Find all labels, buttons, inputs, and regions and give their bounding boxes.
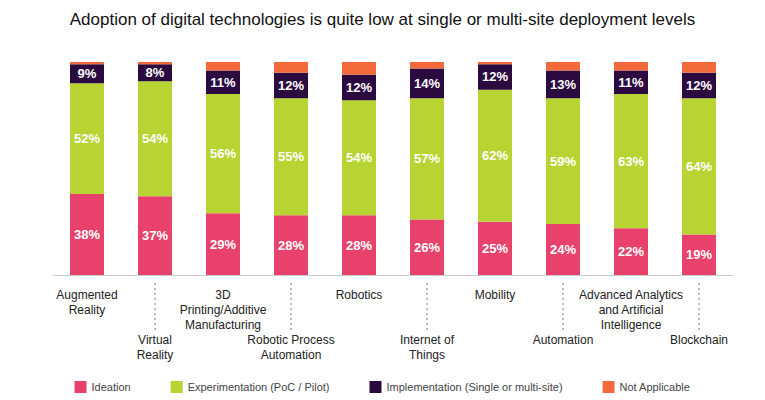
svg-text:13%: 13% <box>550 77 576 92</box>
svg-text:37%: 37% <box>142 228 168 243</box>
svg-text:and Artificial: and Artificial <box>599 303 664 317</box>
svg-text:28%: 28% <box>346 238 372 253</box>
svg-text:Manufacturing: Manufacturing <box>185 318 261 332</box>
svg-text:Things: Things <box>409 348 445 362</box>
svg-text:9%: 9% <box>78 66 97 81</box>
svg-text:28%: 28% <box>278 238 304 253</box>
svg-text:57%: 57% <box>414 151 440 166</box>
svg-text:12%: 12% <box>346 80 372 95</box>
svg-text:19%: 19% <box>686 247 712 262</box>
svg-text:Automation: Automation <box>261 348 322 362</box>
svg-text:Virtual: Virtual <box>138 333 172 347</box>
svg-text:59%: 59% <box>550 154 576 169</box>
svg-text:25%: 25% <box>482 241 508 256</box>
svg-text:Mobility: Mobility <box>475 288 516 302</box>
svg-text:26%: 26% <box>414 240 440 255</box>
svg-text:56%: 56% <box>210 146 236 161</box>
svg-text:12%: 12% <box>278 78 304 93</box>
svg-text:64%: 64% <box>686 159 712 174</box>
svg-text:63%: 63% <box>618 154 644 169</box>
svg-text:22%: 22% <box>618 244 644 259</box>
svg-text:Robotic Process: Robotic Process <box>247 333 334 347</box>
svg-text:Augmented: Augmented <box>56 288 117 302</box>
svg-text:Internet of: Internet of <box>400 333 455 347</box>
svg-text:Advanced Analytics: Advanced Analytics <box>579 288 683 302</box>
svg-text:24%: 24% <box>550 242 576 257</box>
svg-text:Experimentation (PoC / Pilot): Experimentation (PoC / Pilot) <box>188 381 330 393</box>
svg-text:52%: 52% <box>74 131 100 146</box>
svg-text:11%: 11% <box>618 75 644 90</box>
svg-text:Implementation (Single or mult: Implementation (Single or multi-site) <box>386 381 562 393</box>
svg-text:Blockchain: Blockchain <box>670 333 728 347</box>
svg-text:Not Applicable: Not Applicable <box>620 381 690 393</box>
svg-text:8%: 8% <box>146 65 165 80</box>
svg-text:Reality: Reality <box>69 303 106 317</box>
svg-text:29%: 29% <box>210 237 236 252</box>
svg-text:14%: 14% <box>414 76 440 91</box>
svg-text:54%: 54% <box>346 150 372 165</box>
svg-text:62%: 62% <box>482 148 508 163</box>
svg-text:38%: 38% <box>74 227 100 242</box>
svg-text:54%: 54% <box>142 131 168 146</box>
svg-text:12%: 12% <box>686 78 712 93</box>
svg-text:Ideation: Ideation <box>92 381 131 393</box>
svg-text:Printing/Additive: Printing/Additive <box>180 303 267 317</box>
svg-text:55%: 55% <box>278 149 304 164</box>
svg-text:Robotics: Robotics <box>336 288 383 302</box>
svg-text:Reality: Reality <box>137 348 174 362</box>
svg-text:12%: 12% <box>482 69 508 84</box>
svg-text:Adoption of digital technologi: Adoption of digital technologies is quit… <box>70 10 696 29</box>
svg-text:Automation: Automation <box>533 333 594 347</box>
svg-text:Intelligence: Intelligence <box>601 318 662 332</box>
svg-text:11%: 11% <box>210 75 236 90</box>
svg-text:3D: 3D <box>215 288 231 302</box>
